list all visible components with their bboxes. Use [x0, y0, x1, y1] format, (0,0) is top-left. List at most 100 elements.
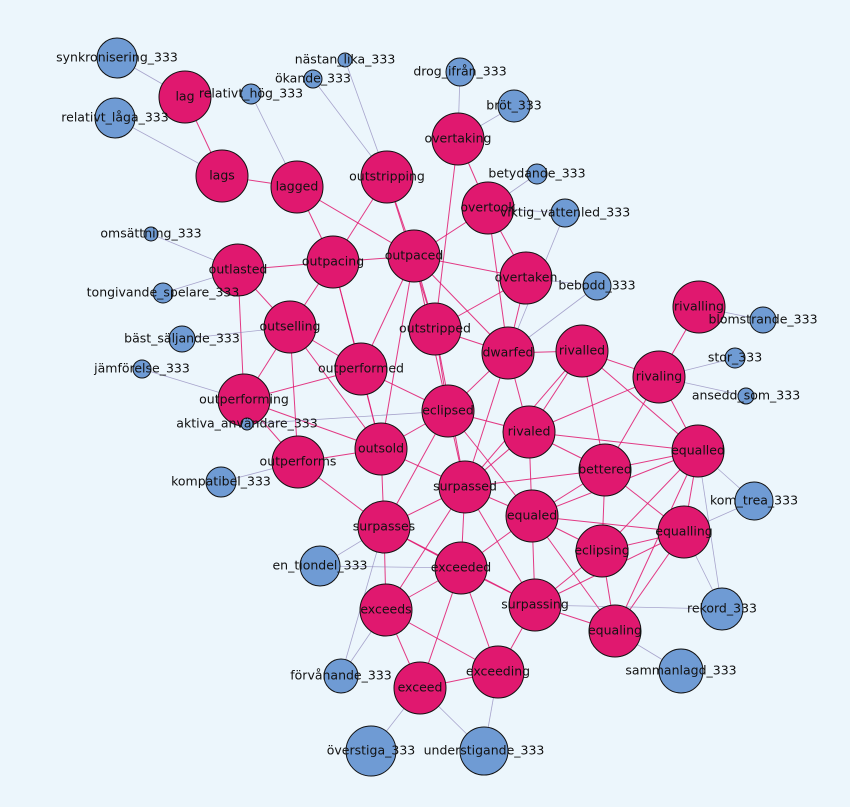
node-label: equalled	[671, 443, 725, 458]
node	[240, 417, 254, 431]
node-label: exceed	[398, 680, 443, 695]
node	[96, 37, 138, 79]
node-label: stor_333	[708, 350, 762, 365]
node	[323, 658, 359, 694]
nodes	[94, 37, 777, 777]
node-label: lagged	[276, 179, 319, 194]
node-label: rivaled	[508, 424, 551, 439]
node-label: synkronisering_333	[56, 50, 178, 65]
node	[421, 384, 475, 438]
node	[508, 578, 562, 632]
node-label: relativt_hög_333	[199, 86, 303, 101]
node	[94, 97, 136, 139]
node	[672, 280, 726, 334]
node-label: blomstrande_333	[708, 312, 817, 327]
node	[158, 70, 212, 124]
node	[205, 466, 237, 498]
node	[526, 163, 548, 185]
node-label: overtaking	[424, 131, 491, 146]
node-label: exceeding	[466, 664, 530, 679]
node	[575, 524, 629, 578]
node	[152, 282, 174, 304]
node-label: overtaken	[495, 270, 558, 285]
node-label: lags	[209, 168, 235, 183]
node-label: outselling	[260, 319, 321, 334]
node	[499, 251, 553, 305]
node	[434, 541, 488, 595]
node	[263, 300, 317, 354]
node-label: outperforms	[260, 454, 337, 469]
node-label: equalling	[655, 524, 712, 539]
node	[502, 405, 556, 459]
node-label: nästan_lika_333	[295, 52, 396, 67]
node	[582, 271, 612, 301]
edge	[246, 410, 449, 425]
node-label: outlasted	[209, 262, 268, 277]
edge	[534, 604, 723, 610]
node-label: outpacing	[302, 254, 364, 269]
node	[393, 661, 447, 715]
node	[271, 435, 325, 489]
node-label: rivalling	[674, 299, 724, 314]
node	[211, 243, 265, 297]
node	[408, 302, 462, 356]
node-label: bäst_säljande_333	[124, 331, 240, 346]
edge	[614, 450, 699, 632]
node-label: rivaling	[636, 369, 682, 384]
node	[357, 500, 411, 554]
edge	[528, 431, 699, 452]
node-label: viktig_vattenled_333	[500, 205, 630, 220]
node-label: surpassing	[501, 597, 569, 612]
node	[270, 160, 324, 214]
labels: lag lags lagged outstripping overtaking overt…	[56, 50, 817, 758]
node	[354, 422, 408, 476]
node-label: surpassed	[433, 479, 497, 494]
node	[749, 306, 777, 334]
node-label: equaling	[588, 623, 642, 638]
node	[240, 83, 262, 105]
node-label: överstiga_333	[327, 743, 415, 758]
node	[303, 69, 323, 89]
node-label: betydande_333	[488, 166, 585, 181]
node-label: outpaced	[385, 248, 444, 263]
node-label: overtook	[460, 200, 516, 215]
node	[737, 387, 755, 405]
node	[438, 460, 492, 514]
edge	[380, 255, 415, 450]
node	[657, 505, 711, 559]
node-label: equaled	[507, 508, 557, 523]
node-label: drog_ifrån_333	[413, 64, 506, 79]
node	[168, 325, 196, 353]
node-label: eclipsing	[574, 543, 629, 558]
node-label: ökande_333	[275, 71, 351, 86]
node	[481, 326, 535, 380]
node	[724, 347, 746, 369]
node	[578, 443, 632, 497]
node-label: outperformed	[318, 361, 404, 376]
node-label: kom_trea_333	[710, 493, 798, 508]
node	[550, 198, 580, 228]
node	[360, 150, 414, 204]
node	[658, 648, 704, 694]
node-label: en_tiondel_333	[272, 558, 367, 573]
node-label: outstripped	[399, 321, 471, 336]
node-label: outperforming	[199, 392, 289, 407]
node	[734, 481, 774, 521]
node-label: bettered	[578, 462, 632, 477]
node	[195, 149, 249, 203]
node-label: aktiva_användare_333	[176, 416, 317, 431]
node	[337, 52, 353, 68]
node	[471, 645, 525, 699]
node	[387, 229, 441, 283]
node-label: kompatibel_333	[171, 474, 271, 489]
node-label: surpasses	[353, 519, 415, 534]
node-label: sammanlagd_333	[625, 663, 736, 678]
node-label: eclipsed	[422, 403, 474, 418]
node	[132, 359, 152, 379]
node-label: outsold	[358, 441, 404, 456]
node	[632, 350, 686, 404]
node-label: understigande_333	[424, 743, 545, 758]
node-label: tongivande_spelare_333	[87, 285, 240, 300]
node-label: exceeds	[360, 602, 411, 617]
